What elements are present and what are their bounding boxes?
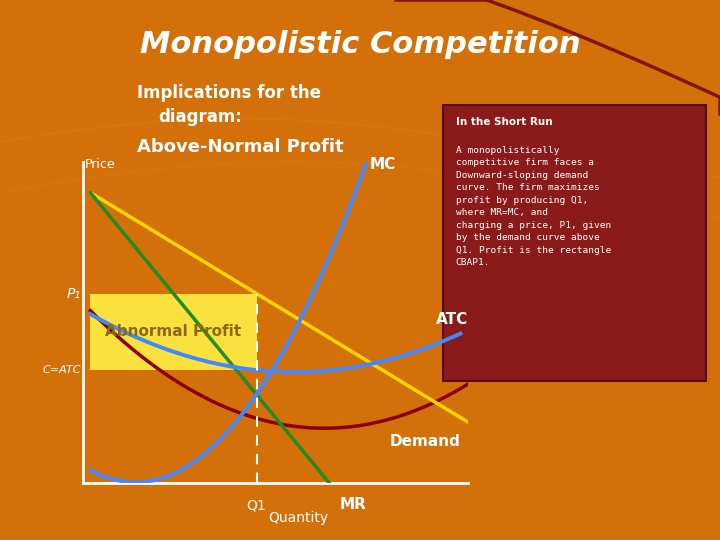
- Text: Above-Normal Profit: Above-Normal Profit: [137, 138, 343, 156]
- Bar: [90, 294, 256, 370]
- Text: MR: MR: [339, 497, 366, 512]
- Text: Monopolistic Competition: Monopolistic Competition: [140, 30, 580, 59]
- Text: Quantity: Quantity: [268, 511, 328, 525]
- Text: ATC: ATC: [436, 313, 468, 327]
- Text: Abnormal Profit: Abnormal Profit: [105, 325, 241, 339]
- Text: Demand: Demand: [390, 434, 461, 449]
- Text: Implications for the: Implications for the: [137, 84, 321, 102]
- Text: Price: Price: [85, 158, 115, 171]
- Text: P₁: P₁: [67, 287, 81, 301]
- Text: Q1: Q1: [247, 498, 266, 512]
- Text: In the Short Run: In the Short Run: [456, 117, 552, 127]
- Text: C=ATC: C=ATC: [42, 365, 81, 375]
- FancyBboxPatch shape: [443, 105, 706, 381]
- Text: diagram:: diagram:: [158, 108, 242, 126]
- Text: MC: MC: [369, 157, 396, 172]
- Text: A monopolistically
competitive firm faces a
Downward-sloping demand
curve. The f: A monopolistically competitive firm face…: [456, 146, 611, 267]
